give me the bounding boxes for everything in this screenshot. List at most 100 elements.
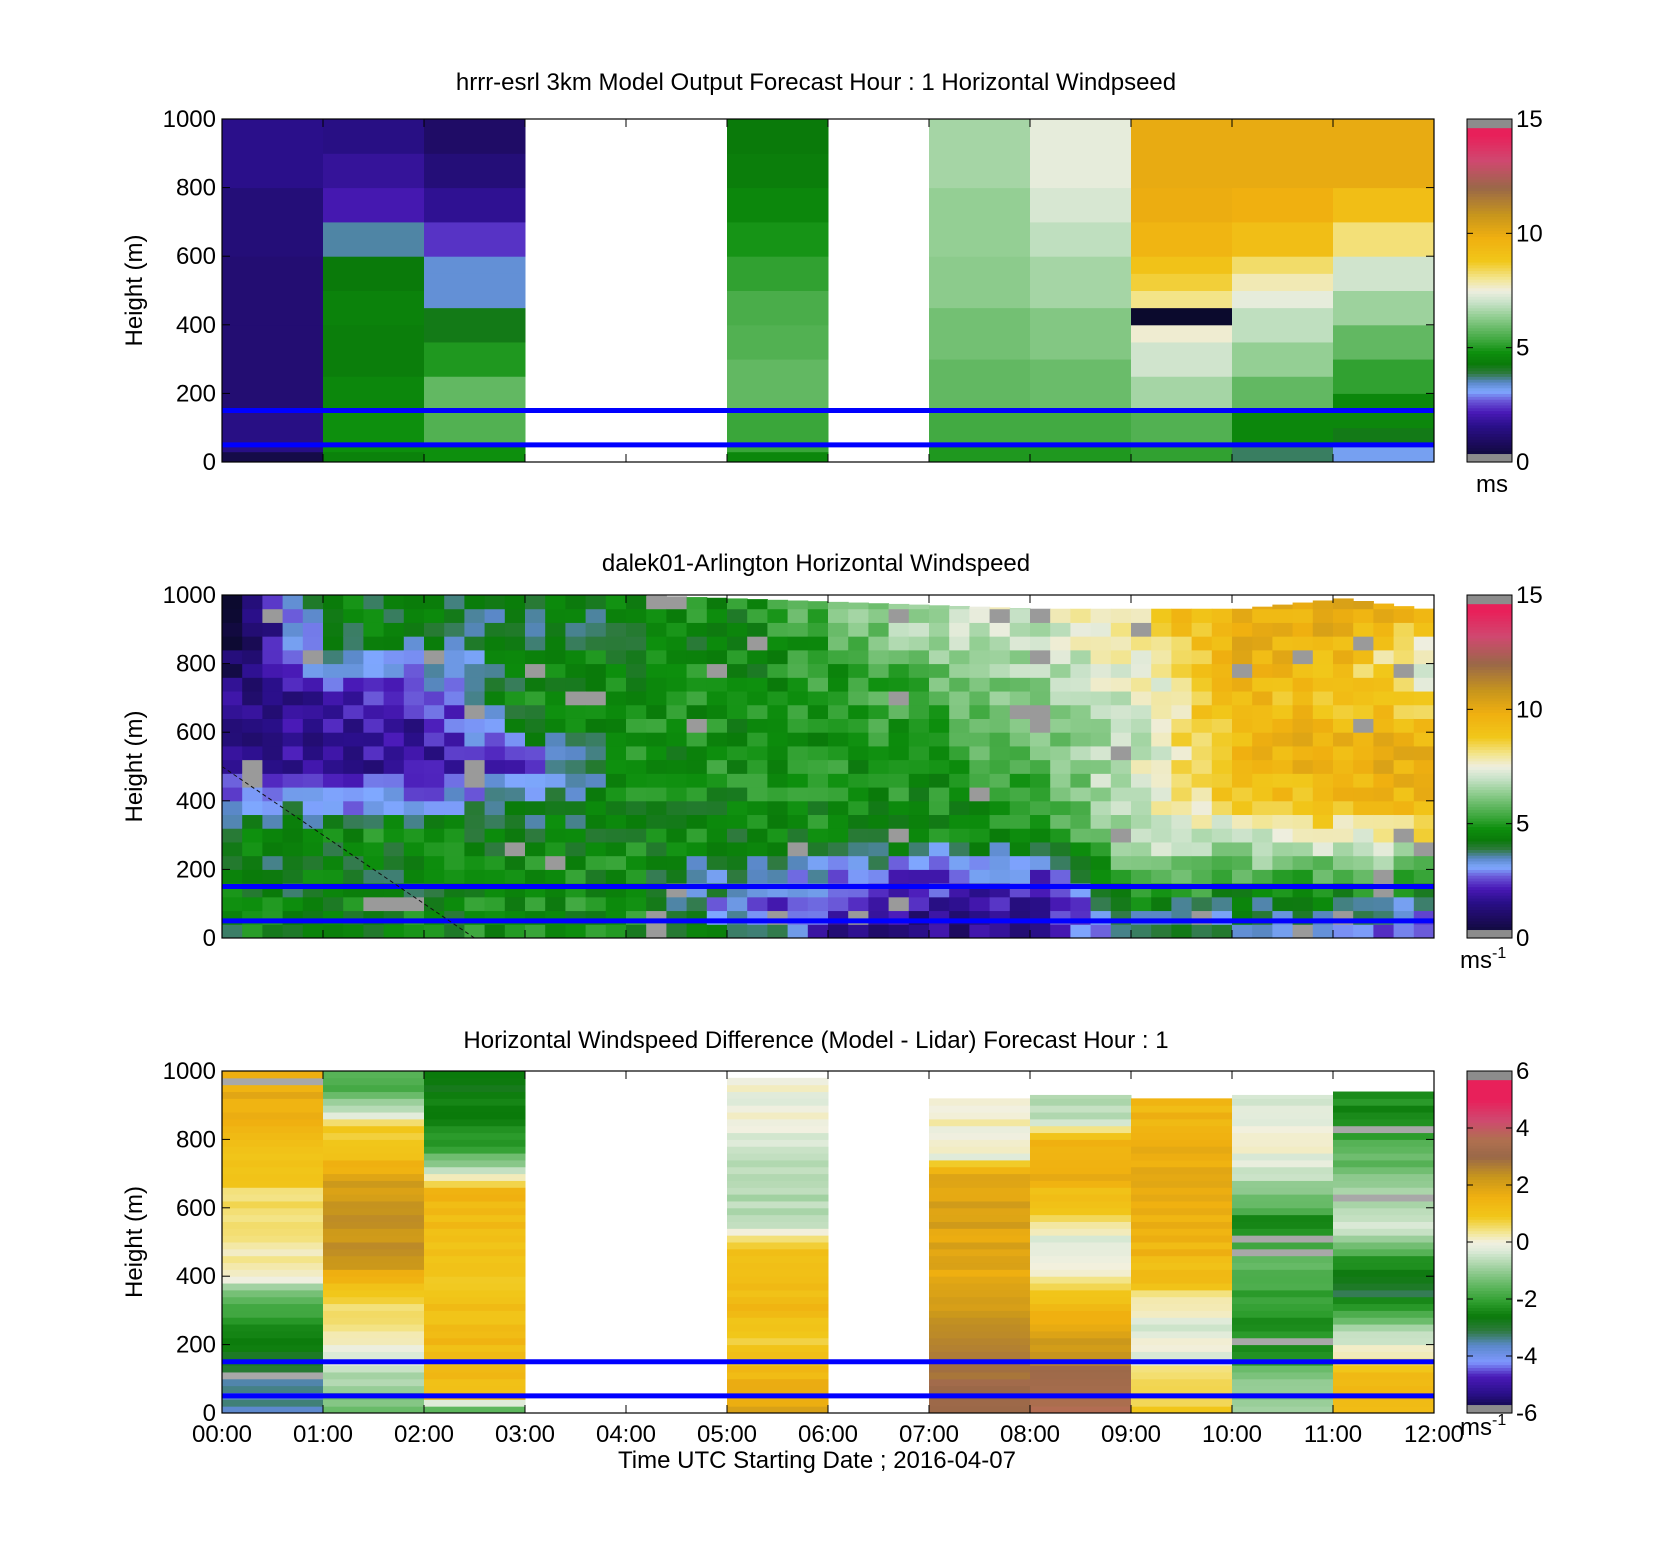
heatmap-cell	[1110, 828, 1132, 843]
heatmap-cell	[949, 663, 970, 678]
colorbar-swatch	[1467, 444, 1512, 449]
heatmap-cell	[1232, 444, 1334, 463]
heatmap-cell	[747, 677, 768, 692]
heatmap-cell	[949, 759, 970, 774]
colorbar-swatch	[1467, 932, 1512, 936]
heatmap-cell	[848, 691, 869, 706]
heatmap-cell	[929, 636, 950, 651]
heatmap-cell	[929, 1159, 1031, 1168]
heatmap-cell	[908, 869, 930, 884]
heatmap-cell	[828, 718, 849, 733]
heatmap-cell	[787, 718, 809, 733]
heatmap-cell	[1232, 814, 1253, 829]
heatmap-cell	[424, 855, 445, 870]
heatmap-cell	[1333, 1207, 1435, 1216]
heatmap-cell	[787, 924, 809, 939]
colorbar-swatch	[1467, 663, 1512, 668]
heatmap-cell	[1373, 608, 1395, 623]
heatmap-cell	[424, 636, 445, 651]
heatmap-cell	[1393, 745, 1415, 761]
colorbar-swatch	[1467, 603, 1512, 608]
colorbar-swatch	[1467, 1267, 1512, 1272]
colorbar-swatch	[1467, 384, 1512, 389]
heatmap-cell	[282, 595, 304, 610]
colorbar-swatch	[1467, 1219, 1512, 1223]
heatmap-cell	[888, 704, 910, 719]
heatmap-cell	[828, 677, 849, 692]
heatmap-cell	[1333, 290, 1435, 326]
heatmap-cell	[383, 924, 405, 939]
heatmap-cell	[222, 1112, 324, 1120]
heatmap-cell	[828, 869, 849, 884]
colorbar-swatch	[1467, 1187, 1512, 1192]
heatmap-cell	[1312, 745, 1334, 761]
heatmap-cell	[908, 636, 930, 651]
heatmap-cell	[1050, 773, 1071, 788]
heatmap-cell	[929, 773, 950, 788]
colorbar-swatch	[1467, 1122, 1512, 1126]
heatmap-cell	[444, 649, 465, 665]
heatmap-cell	[545, 732, 566, 747]
colorbar-swatch	[1467, 935, 1512, 939]
heatmap-cell	[605, 759, 627, 774]
colorbar-swatch	[1467, 677, 1512, 682]
heatmap-cell	[929, 814, 950, 829]
heatmap-cell	[302, 855, 324, 870]
heatmap-cell	[949, 800, 970, 816]
heatmap-cell	[1131, 1276, 1233, 1284]
heatmap-cell	[706, 608, 728, 623]
colorbar-swatch	[1467, 161, 1512, 166]
heatmap-cell	[1030, 759, 1051, 774]
colorbar-swatch	[1467, 720, 1512, 725]
colorbar-swatch	[1467, 723, 1512, 728]
heatmap-cell	[1333, 119, 1435, 189]
heatmap-cell	[989, 704, 1011, 719]
heatmap-cell	[222, 1399, 324, 1407]
heatmap-cell	[222, 1146, 324, 1154]
heatmap-cell	[1232, 341, 1334, 377]
heatmap-cell	[1232, 1166, 1334, 1175]
heatmap-cell	[868, 622, 890, 637]
heatmap-cell	[666, 745, 688, 761]
colorbar-swatch	[1467, 1145, 1512, 1149]
heatmap-cell	[1131, 376, 1233, 412]
heatmap-cell	[424, 1112, 526, 1120]
heatmap-cell	[1252, 759, 1273, 774]
heatmap-cell	[1393, 677, 1415, 692]
heatmap-cell	[1030, 1378, 1132, 1387]
heatmap-cell	[262, 622, 284, 637]
heatmap-cell	[646, 787, 667, 802]
heatmap-cell	[807, 896, 829, 912]
heatmap-cell	[1333, 1187, 1435, 1195]
heatmap-cell	[565, 841, 587, 857]
heatmap-cell	[929, 307, 1031, 360]
heatmap-cell	[626, 773, 647, 788]
heatmap-cell	[1272, 787, 1294, 802]
heatmap-cell	[1009, 896, 1031, 912]
heatmap-cell	[1090, 828, 1112, 843]
heatmap-cell	[1272, 604, 1294, 610]
colorbar-swatch	[1467, 1318, 1512, 1323]
colorbar-swatch	[1467, 1407, 1512, 1411]
heatmap-cell	[1131, 1228, 1233, 1236]
heatmap-cell	[1232, 636, 1253, 651]
heatmap-cell	[242, 663, 263, 678]
heatmap-cell	[363, 663, 385, 678]
colorbar-swatch	[1467, 1196, 1512, 1200]
heatmap-cell	[464, 773, 486, 788]
heatmap-cell	[807, 869, 829, 884]
heatmap-cell	[585, 649, 607, 665]
heatmap-cell	[282, 745, 304, 761]
heatmap-cell	[807, 718, 829, 733]
colorbar-swatch	[1467, 207, 1512, 212]
colorbar-swatch	[1467, 221, 1512, 226]
colorbar-swatch	[1467, 310, 1512, 314]
heatmap-cell	[585, 814, 607, 829]
heatmap-cell	[626, 649, 647, 665]
x-tick-label: 03:00	[495, 1421, 555, 1448]
heatmap-cell	[1373, 773, 1395, 788]
heatmap-cell	[1171, 636, 1193, 651]
heatmap-cell	[1272, 869, 1294, 884]
colorbar-swatch	[1467, 261, 1512, 266]
heatmap-cell	[1131, 841, 1152, 857]
